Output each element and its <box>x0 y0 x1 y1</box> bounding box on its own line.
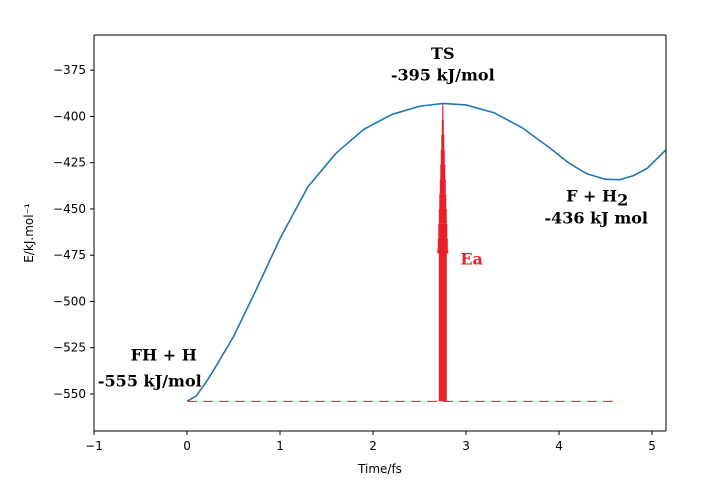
annotation-ts-name: TS <box>431 44 454 63</box>
x-tick-label: 3 <box>462 439 470 453</box>
x-tick-label: 4 <box>555 439 563 453</box>
product-label-base: F + H <box>566 187 617 206</box>
x-tick-label: 5 <box>648 439 656 453</box>
series-line-0 <box>186 102 666 403</box>
y-tick-label: −400 <box>53 109 86 123</box>
y-tick-label: −450 <box>53 202 86 216</box>
annotation-layer: TS -395 kJ/mol FH + H -555 kJ/mol -436 kJ mo… <box>98 44 648 391</box>
y-tick-label: −425 <box>53 156 86 170</box>
axes-frame <box>93 34 667 432</box>
y-axis-ticks: −550 −525 −500 −475 −450 −425 −400 −375 <box>53 63 94 401</box>
annotation-ts-energy: -395 kJ/mol <box>391 65 495 84</box>
y-tick-label: −500 <box>53 294 86 308</box>
annotation-reactant-name: FH + H <box>131 346 197 365</box>
product-label: F + H2 <box>566 187 628 210</box>
x-axis-title: Time/fs <box>357 462 402 476</box>
annotation-ea-label: Ea <box>460 249 483 268</box>
y-tick-label: −475 <box>53 248 86 262</box>
y-tick-label: −375 <box>53 63 86 77</box>
plot-area <box>94 35 666 431</box>
annotation-reactant-energy: -555 kJ/mol <box>98 372 202 391</box>
x-tick-label: 2 <box>369 439 377 453</box>
x-tick-label: −1 <box>85 439 103 453</box>
curve-layer <box>186 102 666 403</box>
annotation-product-energy: -436 kJ mol <box>544 209 648 228</box>
x-axis-ticks: −1 0 1 2 3 4 5 <box>85 431 656 453</box>
activation-arrow <box>437 103 449 402</box>
y-axis-title: E/kJ.mol⁻¹ <box>22 203 36 263</box>
x-tick-label: 1 <box>276 439 284 453</box>
x-tick-label: 0 <box>183 439 191 453</box>
product-label-subscript: 2 <box>617 191 628 210</box>
y-tick-label: −550 <box>53 387 86 401</box>
y-tick-label: −525 <box>53 341 86 355</box>
